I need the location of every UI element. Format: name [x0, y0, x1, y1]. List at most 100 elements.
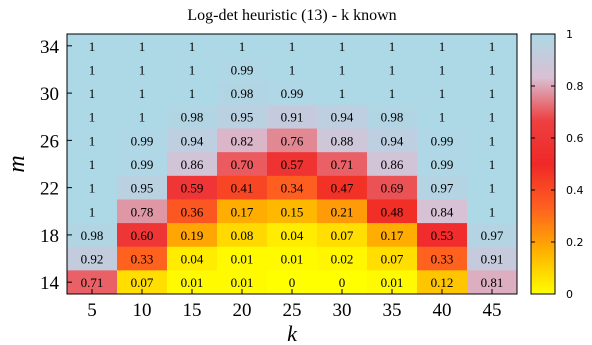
heatmap-cell	[467, 175, 518, 200]
heatmap-cell	[217, 199, 268, 224]
x-tick-label: 5	[87, 300, 97, 321]
x-tick-label: 35	[383, 300, 402, 321]
cell-value-label: 1	[489, 39, 496, 54]
cell-value-label: 0.98	[181, 110, 204, 125]
cell-value-label: 0.99	[131, 157, 154, 172]
cell-value-label: 0.97	[431, 181, 454, 196]
cell-value-label: 0.33	[131, 252, 154, 267]
cell-value-label: 0.86	[181, 157, 204, 172]
heatmap-cell	[117, 152, 168, 177]
heatmap-cell	[317, 152, 368, 177]
x-tick-label: 30	[333, 300, 352, 321]
heatmap-cell	[467, 246, 518, 271]
cell-value-label: 1	[139, 86, 146, 101]
cell-value-label: 1	[89, 39, 96, 54]
cell-value-label: 1	[339, 62, 346, 77]
heatmap-cell	[217, 223, 268, 248]
x-tick-label: 40	[433, 300, 452, 321]
heatmap-cell	[317, 199, 368, 224]
cell-value-label: 1	[139, 110, 146, 125]
cell-value-label: 1	[89, 181, 96, 196]
cell-value-label: 1	[439, 39, 446, 54]
cell-value-label: 0.04	[181, 252, 204, 267]
heatmap-cell	[467, 34, 518, 59]
cell-value-label: 1	[139, 62, 146, 77]
x-axis: 5 10 15 20 25 30 35 40 45	[87, 289, 502, 321]
heatmap-cell	[217, 128, 268, 153]
heatmap-cell	[67, 223, 118, 248]
cell-value-label: 0.59	[181, 181, 204, 196]
colorbar	[530, 33, 556, 295]
cell-value-label: 0.70	[231, 157, 254, 172]
cell-value-label: 0.99	[281, 86, 304, 101]
heatmap-cell	[167, 81, 218, 106]
cell-value-label: 1	[189, 39, 196, 54]
cell-value-label: 0.95	[131, 181, 154, 196]
heatmap-cell	[417, 104, 468, 130]
heatmap-cell	[317, 104, 368, 130]
y-tick-label: 14	[40, 273, 60, 294]
cell-value-label: 0.48	[381, 204, 404, 219]
y-tick-label: 26	[40, 131, 59, 152]
cell-value-label: 1	[439, 86, 446, 101]
cell-value-label: 1	[389, 39, 396, 54]
heatmap-cell	[417, 175, 468, 200]
heatmap-cell	[317, 175, 368, 200]
cell-value-label: 1	[489, 157, 496, 172]
heatmap-cell	[167, 175, 218, 200]
cell-value-label: 0.81	[481, 275, 504, 290]
heatmap-cell	[267, 104, 318, 130]
cell-value-label: 0.01	[231, 252, 254, 267]
y-axis-label: m	[4, 155, 30, 172]
cell-value-label: 0.07	[381, 252, 404, 267]
chart-title: Log-det heuristic (13) - k known	[187, 7, 396, 24]
heatmap-cell	[317, 223, 368, 248]
heatmap-cell	[217, 175, 268, 200]
cell-value-label: 0.04	[281, 228, 304, 243]
heatmap-cell	[267, 152, 318, 177]
heatmap-cell	[367, 34, 418, 59]
cell-value-label: 0.57	[281, 157, 304, 172]
heatmap-cell	[67, 57, 118, 82]
cell-value-label: 1	[189, 86, 196, 101]
colorbar-ticks: 0 0.2 0.4 0.6 0.8 1	[531, 28, 584, 301]
cell-value-label: 1	[389, 86, 396, 101]
cell-value-label: 1	[339, 39, 346, 54]
cell-value-label: 0.69	[381, 181, 404, 196]
heatmap-cell	[167, 34, 218, 59]
cell-value-label: 0.84	[431, 204, 454, 219]
cell-value-label: 0.19	[181, 228, 204, 243]
heatmap-cell	[417, 223, 468, 248]
cell-value-label: 1	[439, 62, 446, 77]
cell-value-label: 0.07	[331, 228, 354, 243]
cell-value-label: 1	[289, 39, 296, 54]
cell-value-label: 0.98	[381, 110, 404, 125]
heatmap-cell-labels: 1 1 1 1 1 1 1 1 1 1 1 1 0.99 1 1 1 1 1 1 1 1 0.98 0.99 1 1 1 1 1 1 0.…	[81, 39, 504, 290]
heatmap-cell	[67, 81, 118, 106]
cell-value-label: 0.91	[481, 252, 504, 267]
cell-value-label: 1	[489, 204, 496, 219]
heatmap-cell	[267, 199, 318, 224]
cell-value-label: 1	[489, 181, 496, 196]
cell-value-label: 0.76	[281, 133, 304, 148]
heatmap-cell	[417, 34, 468, 59]
heatmap-cell	[317, 246, 368, 271]
cell-value-label: 0.99	[131, 133, 154, 148]
cell-value-label: 1	[339, 86, 346, 101]
cell-value-label: 0.86	[381, 157, 404, 172]
cell-value-label: 0.99	[431, 133, 454, 148]
cell-value-label: 0.94	[331, 110, 354, 125]
cell-value-label: 0	[289, 275, 296, 290]
heatmap-cell	[267, 223, 318, 248]
heatmap-cell	[367, 57, 418, 82]
y-tick-label: 34	[40, 37, 60, 58]
heatmap-cell	[417, 57, 468, 82]
heatmap-cell	[417, 199, 468, 224]
colorbar-tick-label: 1	[566, 28, 573, 41]
cell-value-label: 0.98	[81, 228, 104, 243]
heatmap-cell	[217, 34, 268, 59]
heatmap-cell	[117, 128, 168, 153]
y-tick-label: 22	[40, 179, 59, 200]
heatmap-cells	[67, 34, 518, 295]
